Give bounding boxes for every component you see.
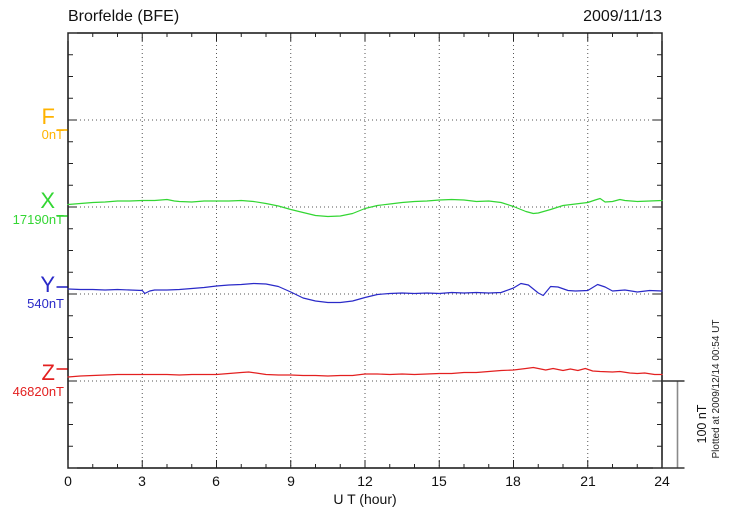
component-baseline-X: 17190nT (12, 212, 64, 227)
scale-bar-label: 100 nT (695, 404, 709, 444)
x-tick-label-12: 12 (357, 473, 373, 489)
page-title: Brorfelde (BFE) (68, 8, 180, 25)
component-label-F: F (41, 104, 55, 129)
trace-Z (67, 366, 663, 378)
x-tick-label-21: 21 (580, 473, 596, 489)
plot-border (67, 32, 663, 469)
x-tick-label-9: 9 (287, 473, 295, 489)
component-baseline-F: 0nT (41, 127, 64, 142)
x-tick-label-18: 18 (505, 473, 521, 489)
component-label-X: X (40, 188, 55, 213)
component-label-Z: Z (41, 360, 55, 385)
plotted-at-note: Plotted at 2009/12/14 00:54 UT (711, 319, 722, 459)
x-tick-label-24: 24 (654, 473, 670, 489)
component-label-Y: Y (40, 272, 55, 297)
x-tick-label-15: 15 (431, 473, 447, 489)
x-axis-title: U T (hour) (333, 491, 397, 507)
x-tick-label-6: 6 (212, 473, 220, 489)
date-label: 2009/11/13 (583, 8, 662, 25)
x-tick-label-0: 0 (64, 473, 72, 489)
component-baseline-Y: 540nT (27, 296, 64, 311)
trace-Y (67, 282, 663, 304)
x-tick-label-3: 3 (138, 473, 146, 489)
trace-X (67, 197, 663, 218)
component-baseline-Z: 46820nT (12, 384, 64, 399)
